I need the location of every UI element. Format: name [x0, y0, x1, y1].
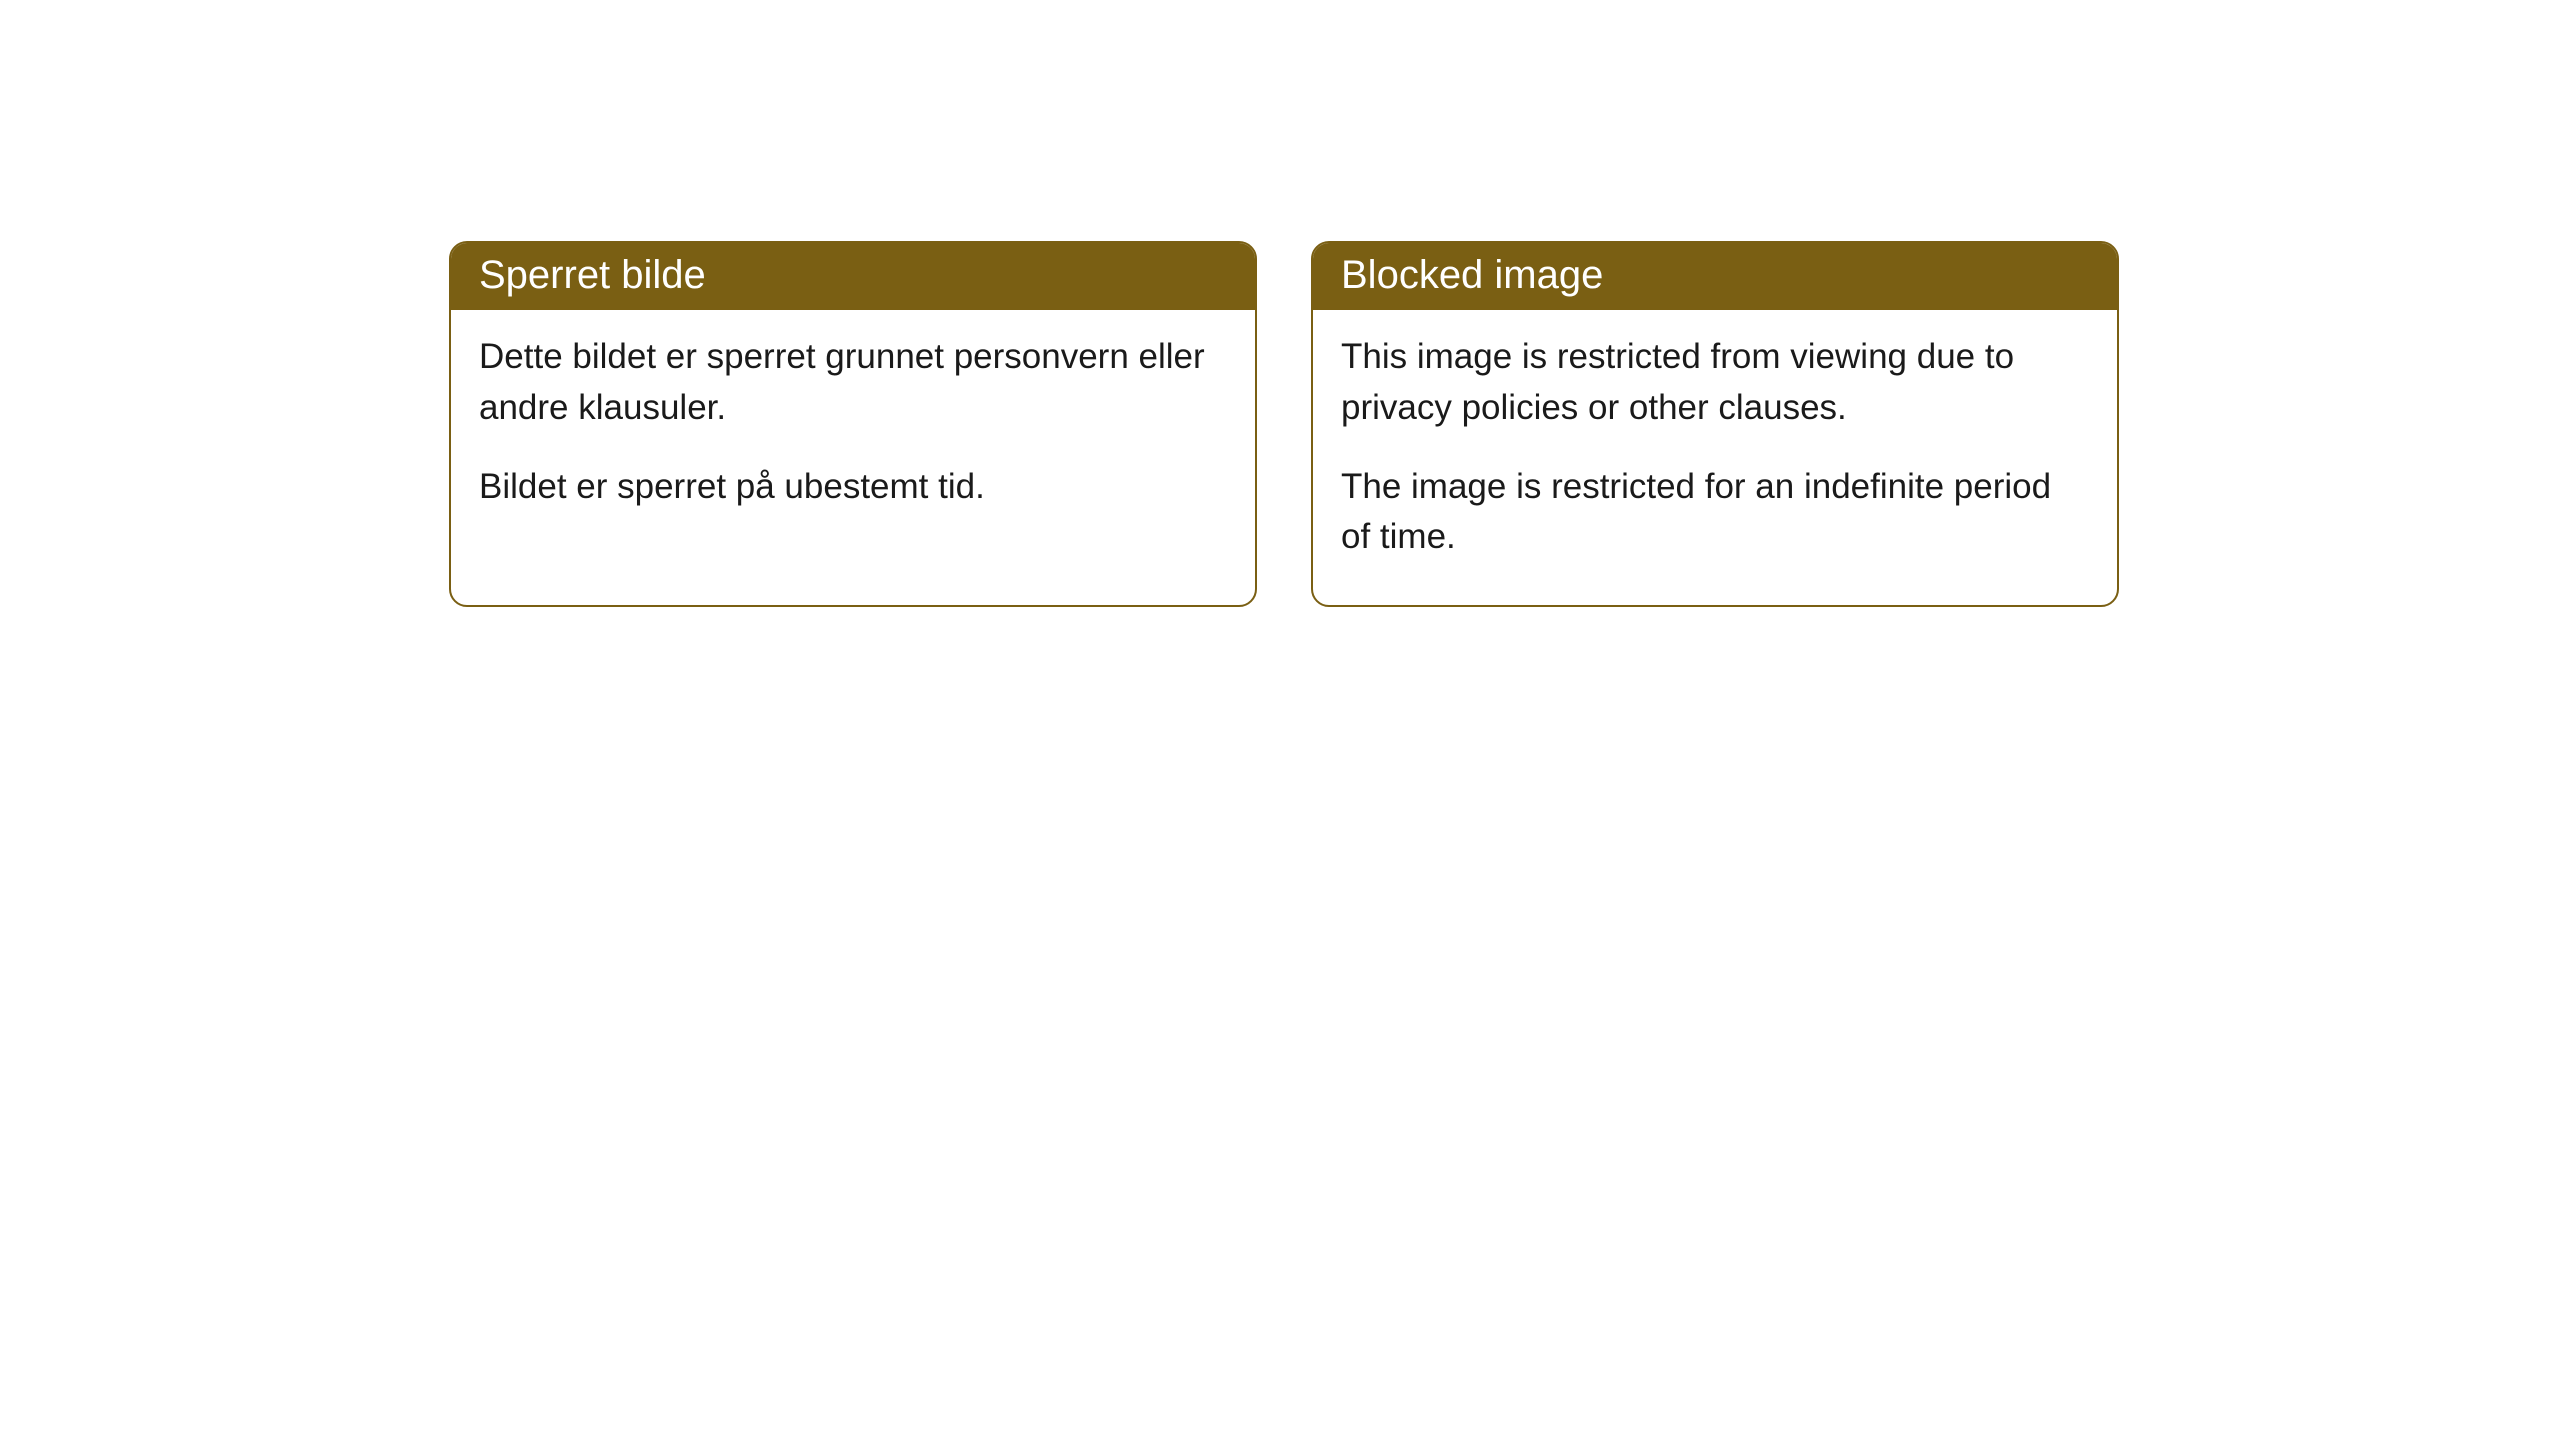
card-title-norwegian: Sperret bilde — [451, 243, 1255, 310]
card-paragraph: Bildet er sperret på ubestemt tid. — [479, 462, 1227, 513]
card-paragraph: This image is restricted from viewing du… — [1341, 332, 2089, 434]
card-title-english: Blocked image — [1313, 243, 2117, 310]
notice-cards-container: Sperret bilde Dette bildet er sperret gr… — [449, 241, 2119, 607]
card-paragraph: Dette bildet er sperret grunnet personve… — [479, 332, 1227, 434]
card-body-english: This image is restricted from viewing du… — [1313, 310, 2117, 605]
blocked-image-card-norwegian: Sperret bilde Dette bildet er sperret gr… — [449, 241, 1257, 607]
blocked-image-card-english: Blocked image This image is restricted f… — [1311, 241, 2119, 607]
card-paragraph: The image is restricted for an indefinit… — [1341, 462, 2089, 564]
card-body-norwegian: Dette bildet er sperret grunnet personve… — [451, 310, 1255, 554]
